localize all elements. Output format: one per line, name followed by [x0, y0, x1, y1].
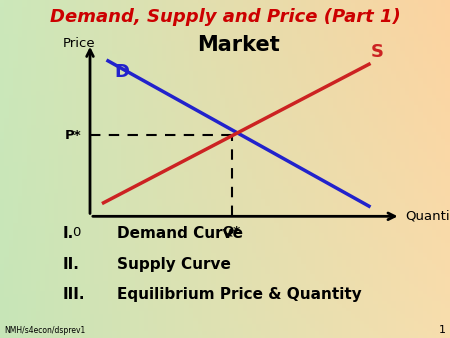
Text: 1: 1	[438, 324, 446, 335]
Text: Price: Price	[63, 38, 95, 50]
Text: S: S	[371, 43, 384, 61]
Text: Demand Curve: Demand Curve	[117, 226, 243, 241]
Text: Supply Curve: Supply Curve	[117, 257, 231, 272]
Text: NMH/s4econ/dsprev1: NMH/s4econ/dsprev1	[4, 325, 86, 335]
Text: Demand, Supply and Price (Part 1): Demand, Supply and Price (Part 1)	[50, 8, 400, 26]
Text: Market: Market	[197, 35, 280, 55]
Text: P*: P*	[64, 129, 81, 142]
Text: Quantity: Quantity	[405, 210, 450, 223]
Text: Q*: Q*	[223, 225, 241, 238]
Text: Equilibrium Price & Quantity: Equilibrium Price & Quantity	[117, 287, 362, 302]
Text: D: D	[115, 63, 130, 80]
Text: III.: III.	[63, 287, 86, 302]
Text: II.: II.	[63, 257, 80, 272]
Text: 0: 0	[72, 226, 81, 239]
Text: I.: I.	[63, 226, 74, 241]
